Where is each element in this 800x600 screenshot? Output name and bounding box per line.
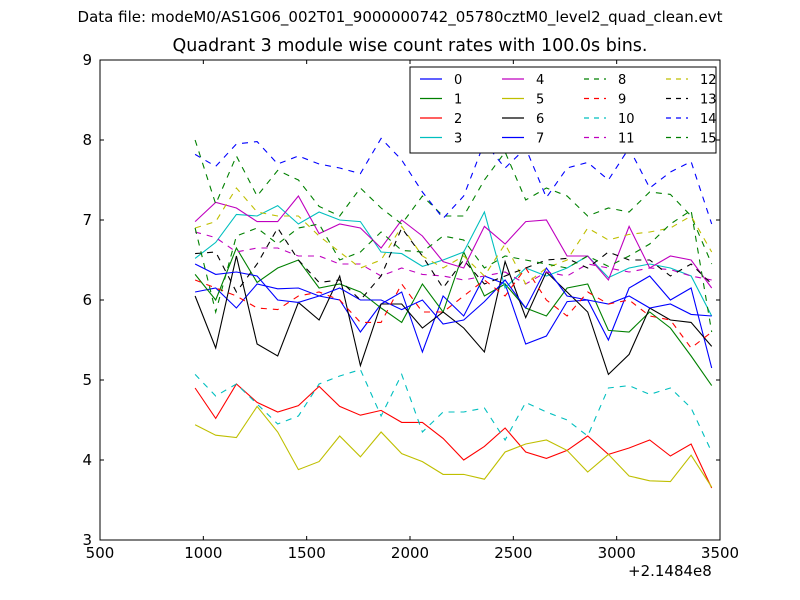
x-axis-offset-label: +2.1484e8: [628, 562, 712, 580]
x-tick-label: 2500: [494, 544, 532, 562]
series-line-15: [194, 209, 713, 333]
legend-label-13: 13: [700, 93, 717, 108]
legend-label-7: 7: [536, 132, 544, 147]
legend-label-15: 15: [700, 132, 717, 147]
legend-label-11: 11: [618, 132, 635, 147]
legend-box: [409, 66, 717, 154]
series-line-13: [195, 226, 713, 301]
chart-title: Quadrant 3 module wise count rates with …: [172, 36, 648, 56]
axis-ticks: 500 1000 1500 2000 2500 3000 3500 3 4 5 6 7 8 9: [82, 51, 739, 562]
legend-label-9: 9: [618, 93, 626, 108]
legend-label-1: 1: [454, 93, 462, 108]
y-tick-label: 4: [82, 451, 92, 469]
y-tick-label: 7: [82, 211, 92, 229]
y-tick-label: 8: [82, 131, 92, 149]
figure-suptitle: Data file: modeM0/AS1G06_002T01_90000007…: [77, 8, 723, 26]
x-tick-label: 3000: [598, 544, 636, 562]
legend-label-0: 0: [454, 73, 462, 88]
legend-label-6: 6: [536, 112, 544, 127]
series-line-1: [194, 246, 713, 386]
plot-lines: [194, 137, 713, 489]
legend-label-4: 4: [536, 73, 544, 88]
series-line-3: [194, 204, 713, 317]
legend-label-5: 5: [536, 93, 544, 108]
series-line-0: [194, 275, 713, 369]
y-tick-label: 6: [82, 291, 92, 309]
series-line-12: [194, 187, 713, 285]
legend-label-8: 8: [618, 73, 626, 88]
y-tick-label: 3: [82, 531, 92, 549]
series-line-2: [194, 383, 713, 489]
legend-label-3: 3: [454, 132, 462, 147]
series-line-10: [194, 368, 713, 453]
series-line-6: [194, 255, 713, 376]
legend-label-10: 10: [618, 112, 635, 127]
series-line-11: [194, 231, 712, 285]
y-tick-label: 9: [82, 51, 92, 69]
legend-label-2: 2: [454, 112, 462, 127]
x-tick-label: 1000: [184, 544, 222, 562]
series-line-14: [194, 137, 713, 225]
legend-label-12: 12: [700, 73, 717, 88]
series-line-7: [194, 263, 712, 325]
legend-label-14: 14: [700, 112, 717, 127]
series-line-5: [194, 405, 713, 488]
x-tick-label: 2000: [391, 544, 429, 562]
x-tick-label: 1500: [288, 544, 326, 562]
x-tick-label: 500: [86, 544, 115, 562]
series-line-9: [194, 267, 713, 349]
y-tick-label: 5: [82, 371, 92, 389]
x-tick-label: 3500: [701, 544, 739, 562]
